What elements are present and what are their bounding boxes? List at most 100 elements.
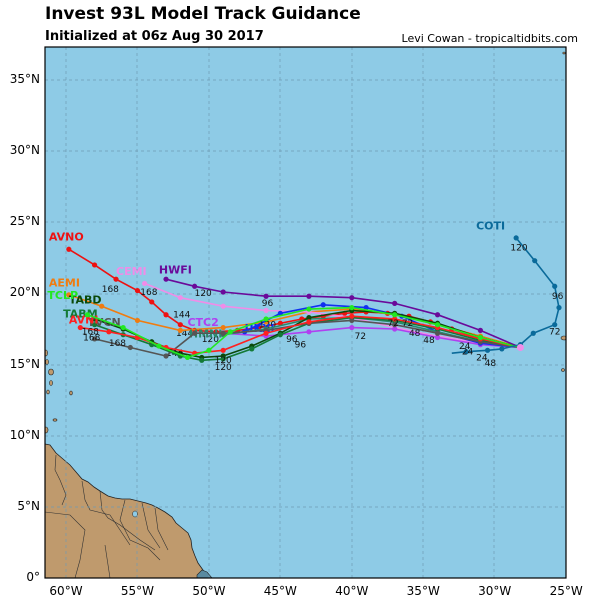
track-point (77, 324, 83, 331)
land-south-america (45, 443, 210, 578)
track-point (66, 246, 72, 252)
model-label-tvcn: TVCN (87, 316, 120, 329)
track-point (220, 303, 226, 309)
track-point (127, 344, 133, 351)
track-point (463, 349, 469, 355)
forecast-hour-label: 24 (476, 353, 488, 363)
lat-tick-label: 35°N (9, 71, 40, 86)
chart-title: Invest 93L Model Track Guidance (45, 4, 361, 24)
origin-marker (516, 343, 524, 351)
track-point (91, 336, 98, 342)
chart-subtitle: Initialized at 06z Aug 30 2017 (45, 29, 264, 44)
track-point (91, 262, 98, 268)
track-point (320, 302, 326, 308)
track-point (134, 317, 141, 324)
forecast-hour-label: 120 (215, 356, 232, 366)
forecast-hour-label: 168 (83, 333, 100, 343)
lat-tick-label: 20°N (9, 285, 40, 300)
plot-frame (44, 46, 567, 579)
forecast-hour-label: 72 (402, 319, 413, 329)
forecast-hour-label: 168 (82, 328, 99, 338)
model-label-hmni: HMNI (189, 328, 222, 341)
track-point (227, 329, 233, 335)
track-point (349, 317, 355, 324)
track-ctc2: 72 CTC2 (187, 316, 521, 349)
track-point (513, 235, 519, 241)
track-point (434, 322, 441, 328)
track-point (99, 303, 105, 309)
track-point (263, 316, 269, 322)
lat-tick-label: 25°N (9, 214, 40, 229)
model-label-ctc2: CTC2 (187, 316, 218, 329)
track-point (249, 346, 255, 352)
track-point (306, 319, 312, 325)
forecast-hour-label: 120 (510, 244, 527, 254)
lon-tick-label: 25°W (549, 584, 583, 598)
track-point (306, 306, 312, 312)
lat-tick-label: 15°N (9, 356, 40, 371)
forecast-hour-label: 168 (102, 285, 119, 295)
forecast-hour-label: 72 (388, 319, 399, 329)
caribbean-islands (45, 51, 566, 434)
track-point (220, 289, 226, 295)
track-point (199, 357, 205, 363)
forecast-hour-label: 96 (552, 292, 564, 302)
track-point (434, 334, 441, 341)
track-point (363, 305, 369, 311)
track-point (220, 356, 226, 362)
track-point (392, 322, 398, 328)
forecast-hour-label: 120 (202, 335, 219, 345)
forecast-hour-label: 168 (109, 339, 126, 349)
track-point (192, 330, 198, 336)
forecast-hour-label: 168 (140, 288, 157, 298)
track-point (306, 329, 312, 335)
track-point (392, 300, 398, 306)
forecast-hour-label: 48 (485, 359, 497, 369)
model-label-tabd: TABD (69, 293, 102, 306)
track-point (477, 327, 484, 333)
track-point (120, 324, 126, 331)
model-label-aemi: AEMI (49, 276, 80, 289)
forecast-hour-label: 144 (173, 311, 190, 321)
track-point (349, 324, 355, 331)
track-point (220, 324, 226, 331)
lon-tick-label: 30°W (478, 584, 512, 598)
track-point (392, 316, 398, 322)
model-label-hwfi: HWFI (159, 263, 192, 276)
track-point (484, 347, 491, 353)
track-avni: 168 AVNI (69, 313, 521, 356)
lat-tick-label: 10°N (9, 427, 40, 442)
track-point (349, 295, 355, 301)
model-label-cemi: CEMI (116, 265, 147, 278)
track-point (306, 314, 312, 321)
forecast-hour-label: 120 (195, 289, 212, 299)
forecast-hour-label: 24 (462, 348, 474, 358)
track-point (263, 293, 269, 299)
track-point (277, 332, 283, 338)
model-label-tabm: TABM (63, 308, 98, 321)
track-point (106, 329, 112, 335)
track-point (552, 283, 558, 289)
track-tclp: TCLP (47, 289, 521, 361)
track-point (141, 280, 148, 287)
lon-tick-label: 60°W (49, 584, 83, 598)
forecast-hour-label: 48 (409, 329, 421, 339)
track-point (163, 276, 169, 282)
track-point (184, 354, 191, 361)
track-point (220, 347, 226, 353)
track-point (192, 283, 198, 289)
model-label-coti: COTI (476, 219, 505, 232)
track-point (434, 330, 441, 336)
track-point (149, 299, 155, 305)
forecast-hour-label: 24 (459, 342, 471, 352)
lat-tick-label: 30°N (9, 143, 40, 158)
track-hwfi: 120 96 HWFI (159, 263, 521, 349)
track-point (306, 293, 312, 299)
track-point (66, 292, 72, 298)
track-point (530, 330, 536, 336)
track-point (163, 353, 169, 359)
model-label-avno: AVNO (49, 231, 84, 244)
